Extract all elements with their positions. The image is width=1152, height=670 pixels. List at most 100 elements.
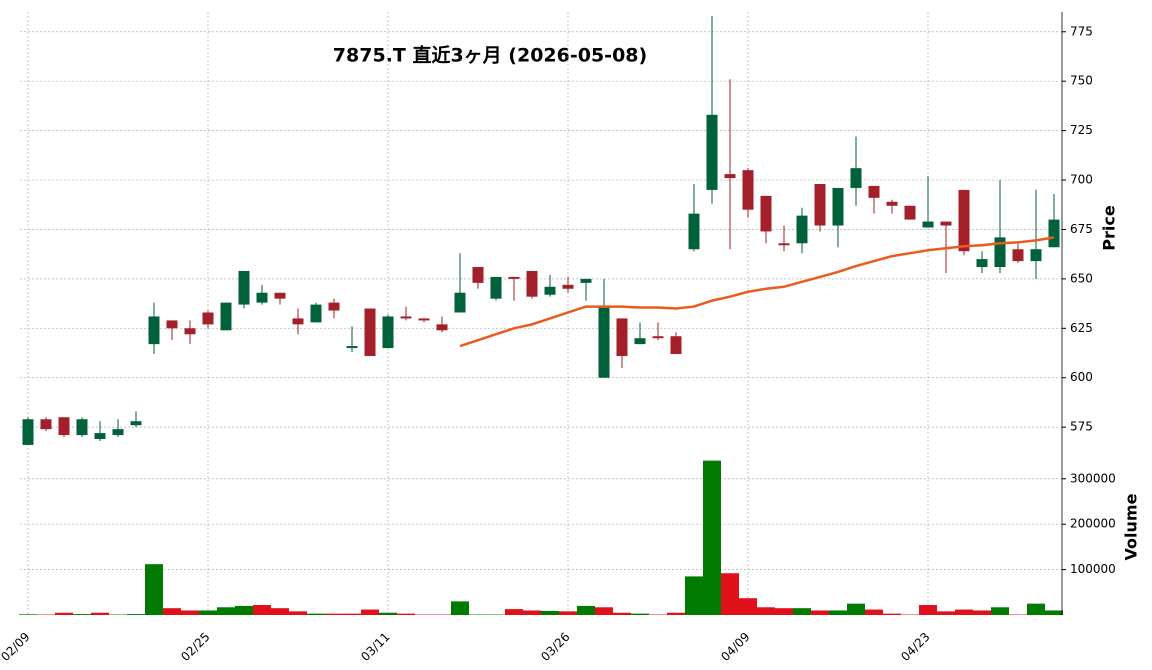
volume-bar (865, 609, 883, 615)
candle-body (328, 302, 340, 311)
candle-body (40, 419, 52, 430)
candle-body (832, 187, 844, 226)
volume-bar (793, 608, 811, 615)
volume-bar (217, 607, 235, 615)
volume-bar (73, 614, 91, 615)
volume-bar (19, 614, 37, 615)
candle-body (544, 286, 556, 295)
volume-bar (91, 612, 109, 615)
candle-body (346, 346, 358, 349)
candle-body (994, 237, 1006, 268)
candle-body (562, 284, 574, 289)
moving-average-line (459, 236, 1055, 348)
candle-body (706, 114, 718, 190)
candle-body (904, 205, 916, 220)
volume-bar (343, 613, 361, 615)
candle-body (976, 259, 988, 268)
candle-body (598, 306, 610, 378)
candle-body (1012, 249, 1024, 262)
y-tick-label: 625 (1070, 321, 1093, 335)
x-tick-label: 04/09 (718, 630, 752, 664)
candle-body (850, 168, 862, 188)
candle-body (652, 336, 664, 339)
candle-body (508, 276, 520, 279)
volume-bar (775, 608, 793, 615)
candle-body (58, 417, 70, 436)
volume-bar (595, 607, 613, 615)
volume-bar (703, 460, 721, 615)
volume-bar (361, 609, 379, 615)
candle-body (814, 183, 826, 226)
x-tick-label: 03/11 (358, 630, 392, 664)
candle-body (202, 312, 214, 325)
volume-bar (685, 576, 703, 615)
candle-body (472, 267, 484, 283)
candle-body (526, 270, 538, 297)
candle-body (724, 174, 736, 179)
volume-bar (559, 611, 577, 615)
candle-body (22, 419, 34, 445)
volume-bar (163, 608, 181, 615)
volume-bar (235, 605, 253, 615)
candle-body (94, 433, 106, 440)
candle-body (490, 276, 502, 299)
volume-bar (577, 605, 595, 615)
volume-bar (613, 612, 631, 615)
x-tick-label: 04/23 (898, 630, 932, 664)
y-axis-label: Price (1100, 205, 1119, 251)
volume-bar (55, 612, 73, 615)
candle-body (670, 336, 682, 355)
candle-body (130, 421, 142, 426)
volume-bar (307, 613, 325, 615)
chart-title: 7875.T 直近3ヶ月 (2026-05-08) (333, 44, 647, 67)
candle-body (184, 328, 196, 335)
candle-body (922, 221, 934, 228)
volume-bar (973, 610, 991, 615)
volume-bar (127, 614, 145, 615)
volume-bar (955, 609, 973, 615)
candle-body (400, 316, 412, 319)
candle-body (1048, 219, 1060, 248)
candle-body (868, 185, 880, 198)
volume-bar (253, 605, 271, 615)
candle-body (166, 320, 178, 329)
volume-bar (505, 609, 523, 615)
candle-body (220, 302, 232, 331)
candle-body (616, 318, 628, 356)
y-tick-label: 600 (1070, 370, 1093, 384)
y-tick-label: 650 (1070, 271, 1093, 285)
y-tick-label: 725 (1070, 123, 1093, 137)
volume-bar (739, 598, 757, 615)
candle-body (634, 338, 646, 345)
volume-bar (721, 573, 739, 615)
volume-bar (991, 607, 1009, 615)
x-tick-label: 02/09 (0, 630, 33, 664)
candle-body (76, 419, 88, 436)
candle-body (382, 316, 394, 349)
volume-bar (631, 613, 649, 615)
candle-body (148, 316, 160, 345)
volume-tick-label: 200000 (1070, 517, 1116, 531)
candle-body (256, 292, 268, 303)
volume-bar (523, 610, 541, 615)
volume-bar (397, 613, 415, 615)
candle-body (418, 318, 430, 321)
y-tick-label: 700 (1070, 173, 1093, 187)
candle-body (238, 270, 250, 305)
y-tick-label: 575 (1070, 420, 1093, 434)
volume-bar (1045, 610, 1063, 615)
volume-bar (199, 610, 217, 615)
volume-bar (541, 610, 559, 615)
y-tick-label: 675 (1070, 222, 1093, 236)
volume-bar (451, 601, 469, 615)
volume-bar (919, 605, 937, 615)
candle-body (958, 189, 970, 252)
y-tick-label: 775 (1070, 24, 1093, 38)
candle-body (778, 243, 790, 246)
candle-body (292, 318, 304, 325)
candle-body (1030, 249, 1042, 262)
candle-body (760, 195, 772, 232)
volume-bar (181, 610, 199, 615)
x-tick-label: 03/26 (538, 630, 572, 664)
